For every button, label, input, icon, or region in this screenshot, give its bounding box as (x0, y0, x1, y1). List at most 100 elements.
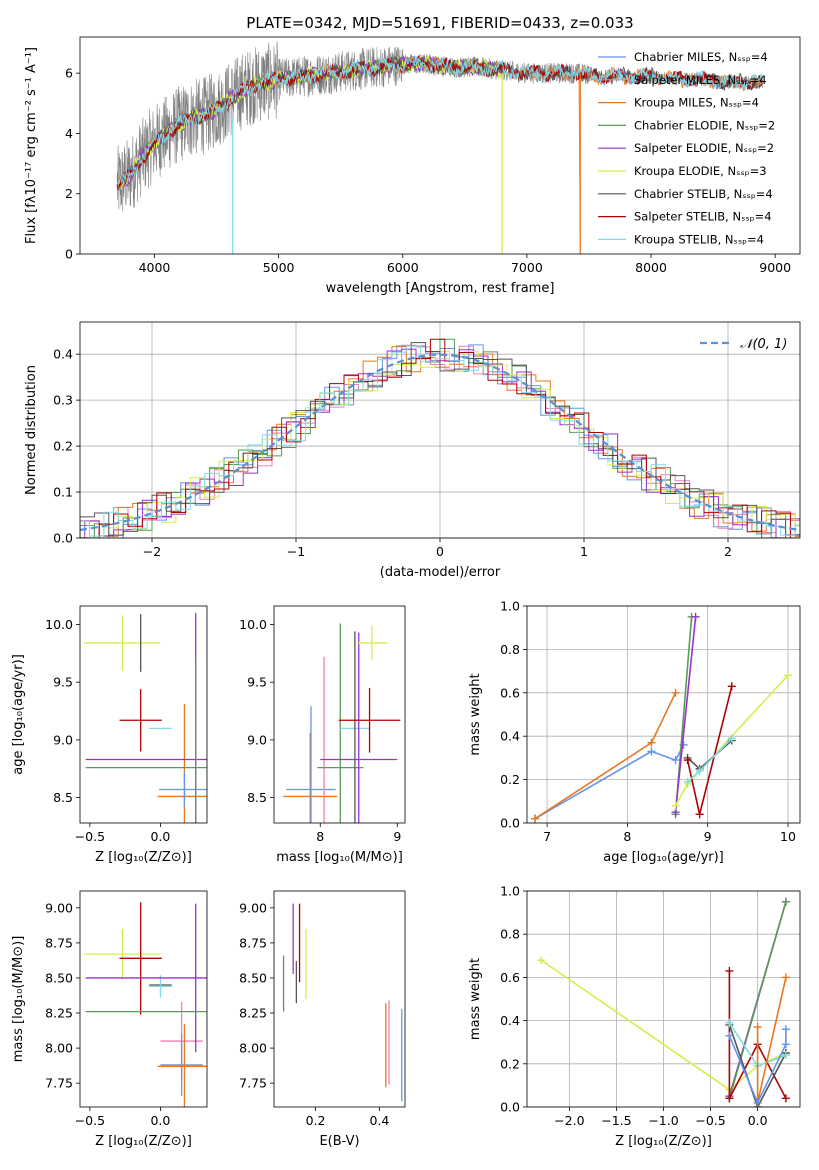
residuals-axes: −2 −1 0 1 2 0.0 0.1 0.2 0.3 0.4 (data-model)/error… (24, 322, 800, 580)
mass-weight-vs-age-frame (526, 605, 801, 824)
data-point-marker (647, 738, 656, 747)
data-point-marker (727, 682, 736, 691)
chabrier_elodie-series-line (728, 901, 787, 1099)
plots-layer: 4000 5000 6000 7000 8000 9000 0 2 4 6 wavelength [… (11, 36, 801, 1149)
y-tick-label: 0.0 (500, 1100, 520, 1115)
y-tick-label: 9.0 (53, 732, 73, 747)
chabrier_stelib-histogram (80, 342, 800, 538)
y-tick-label: 8.5 (53, 790, 73, 805)
x-tick-label: −0.5 (695, 1113, 725, 1128)
y-tick-label: 8.00 (239, 1041, 267, 1056)
errorbar-point (149, 975, 172, 998)
spectrum-lines (116, 41, 763, 254)
y-tick-label: 8.25 (239, 1006, 267, 1021)
y-tick-label: 0.4 (500, 729, 520, 744)
y-axis-label: mass weight (468, 673, 483, 755)
x-tick-label: 5000 (263, 260, 295, 275)
mass-vs-ebv-frame (273, 890, 406, 1108)
x-tick-label: 0.0 (150, 829, 170, 844)
errorbar-point (157, 1024, 207, 1107)
data-point-marker (537, 956, 546, 965)
data-point-marker (725, 1031, 734, 1040)
mass-vs-ebv-axes: 0.2 0.4 7.75 8.00 8.25 8.50 8.75 9.00 E(B-V) (239, 900, 389, 1149)
data-point-marker (781, 1040, 790, 1049)
x-tick-label: 8000 (635, 260, 667, 275)
x-tick-label: 1 (580, 544, 588, 559)
y-tick-label: 8.00 (45, 1041, 73, 1056)
y-axis-label: mass [log₁₀(M/M⊙)] (11, 936, 26, 1063)
y-tick-label: 0.3 (53, 393, 73, 408)
mass-vs-z-errorbars (84, 902, 207, 1107)
kroupa_elodie-histogram (80, 350, 800, 538)
residuals-frame (79, 321, 801, 539)
errorbar-point (283, 732, 338, 823)
y-tick-label: 10.0 (45, 617, 73, 632)
x-tick-label: −2.0 (554, 1113, 584, 1128)
y-tick-label: 0.0 (53, 531, 73, 546)
legend-entry: Salpeter STELIB, Nₛₛₚ=4 (634, 210, 772, 224)
data-point-marker (695, 766, 704, 775)
data-point-marker (727, 734, 736, 743)
data-point-marker (781, 1051, 790, 1060)
errorbar-point (286, 706, 336, 823)
errorbar-point (85, 903, 207, 1053)
legend-entry: 𝒩(0, 1) (740, 337, 787, 352)
y-axis-label: Normed distribution (24, 365, 39, 495)
y-tick-label: 0.1 (53, 485, 73, 500)
y-tick-label: 0.0 (500, 816, 520, 831)
data-point-marker (753, 1023, 762, 1032)
errorbar-point (84, 615, 161, 671)
x-tick-label: 10 (780, 829, 796, 844)
y-tick-label: 9.5 (247, 675, 267, 690)
salpeter_elodie-series-line (674, 616, 697, 813)
figure-title: PLATE=0342, MJD=51691, FIBERID=0433, z=0… (246, 14, 633, 32)
mass-weight-vs-age-axes: 7 8 9 10 0.0 0.2 0.4 0.6 0.8 1.0 age [log₁₀(age/yr… (468, 599, 800, 865)
errorbar-point (317, 623, 364, 823)
kroupa_miles-series-line (756, 977, 787, 1103)
y-tick-label: 0 (65, 247, 73, 262)
x-tick-label: −1.5 (601, 1113, 631, 1128)
kroupa_miles-series-line (534, 692, 677, 820)
x-tick-label: 4000 (139, 260, 171, 275)
x-axis-label: wavelength [Angstrom, rest frame] (326, 281, 555, 296)
y-tick-label: 0.2 (500, 1056, 520, 1071)
age-vs-z-errorbars (84, 612, 207, 823)
y-tick-label: 8.50 (45, 970, 73, 985)
normal-curve (80, 353, 800, 531)
salpeter_stelib-histogram (80, 338, 800, 538)
y-tick-label: 8.5 (247, 790, 267, 805)
legend-entry: Kroupa STELIB, Nₛₛₚ=4 (634, 232, 764, 246)
mass-weight-vs-z-axes: −2.0 −1.5 −1.0 −0.5 0.0 0.0 0.2 0.4 0.6 0.8 1.0 Z [… (468, 884, 800, 1149)
legend-entry: Chabrier STELIB, Nₛₛₚ=4 (634, 187, 773, 201)
y-tick-label: 0.4 (53, 347, 73, 362)
residual-legend: 𝒩(0, 1) (700, 337, 787, 352)
errorbar-point (159, 772, 207, 807)
errorbar-point (338, 687, 401, 753)
data-point-marker (671, 801, 680, 810)
mass-vs-z-axes: −0.5 0.0 7.75 8.00 8.25 8.50 8.75 9.00 Z [log₁₀(… (11, 900, 192, 1149)
y-tick-label: 0.8 (500, 642, 520, 657)
data-point-marker (671, 756, 680, 765)
y-tick-label: 0.6 (500, 970, 520, 985)
mass-weight-vs-z-lines (537, 897, 790, 1107)
data-point-marker (725, 1094, 734, 1103)
spectrum-axes: 4000 5000 6000 7000 8000 9000 0 2 4 6 wavelength [… (24, 47, 791, 296)
x-axis-label: (data-model)/error (380, 565, 501, 580)
data-point-marker (781, 897, 790, 906)
legend-entry: Salpeter MILES, Nₛₛₚ=4 (634, 73, 767, 87)
x-tick-label: −1 (287, 544, 305, 559)
x-tick-label: 2 (724, 544, 732, 559)
errorbar-point (119, 902, 162, 1015)
y-tick-label: 7.75 (239, 1076, 267, 1091)
residual-histograms (80, 338, 800, 538)
x-tick-label: 9 (393, 829, 401, 844)
spectrum-frame (79, 36, 801, 255)
x-tick-label: 8 (316, 829, 324, 844)
x-tick-label: 8 (623, 829, 631, 844)
y-tick-label: 7.75 (45, 1076, 73, 1091)
data-point-marker (725, 1018, 734, 1027)
x-axis-label: Z [log₁₀(Z/Z⊙)] (615, 1134, 712, 1149)
mass-vs-z-frame (79, 890, 208, 1108)
legend-entry: Kroupa ELODIE, Nₛₛₚ=3 (634, 164, 767, 178)
